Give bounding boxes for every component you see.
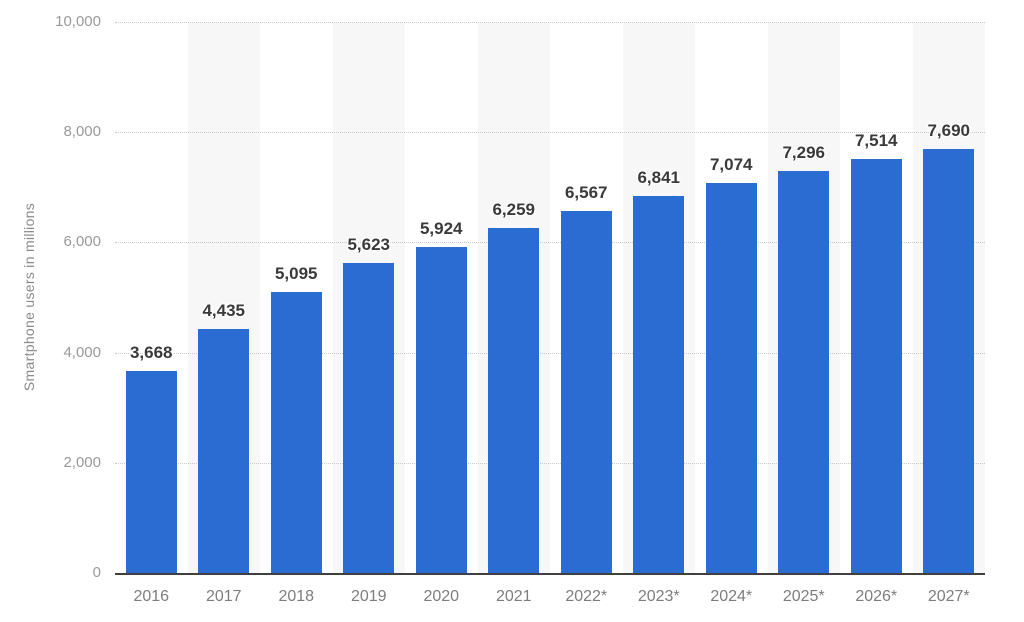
bar-2022* <box>560 211 612 573</box>
gridline <box>115 462 985 464</box>
x-tick-2017: 2017 <box>205 588 242 605</box>
gridline <box>115 22 985 23</box>
x-tick-2016: 2016 <box>133 588 170 605</box>
y-tick-4,000: 4,000 <box>63 343 101 361</box>
value-label-2024*: 7,074 <box>709 155 753 175</box>
x-tick-2021: 2021 <box>495 588 532 605</box>
value-label-2021: 6,259 <box>492 200 536 220</box>
value-label-2026*: 7,514 <box>854 130 898 150</box>
bar-2025* <box>778 171 830 573</box>
value-label-2018: 5,095 <box>274 264 318 284</box>
x-tick-2019: 2019 <box>350 588 387 605</box>
bar-2016 <box>125 370 177 573</box>
x-tick-2023*: 2023* <box>637 588 680 605</box>
value-label-2019: 5,623 <box>347 235 391 255</box>
bar-2024* <box>705 183 757 573</box>
value-label-2023*: 6,841 <box>637 168 681 188</box>
value-label-2017: 4,435 <box>202 300 246 320</box>
x-tick-2020: 2020 <box>423 588 460 605</box>
gridline <box>115 352 985 354</box>
bar-2020 <box>415 246 467 573</box>
value-label-2025*: 7,296 <box>782 142 826 162</box>
bar-2017 <box>198 328 250 573</box>
value-label-2027*: 7,690 <box>927 121 971 141</box>
bar-2019 <box>343 263 395 573</box>
x-tick-2024*: 2024* <box>710 588 753 605</box>
bar-2018 <box>270 292 322 573</box>
bar-2026* <box>850 158 902 573</box>
x-tick-2018: 2018 <box>278 588 315 605</box>
x-tick-2027*: 2027* <box>927 588 970 605</box>
value-label-2016: 3,668 <box>129 342 173 362</box>
y-tick-8,000: 8,000 <box>63 123 101 141</box>
x-tick-2025*: 2025* <box>782 588 825 605</box>
bar-2027* <box>923 149 975 573</box>
y-tick-6,000: 6,000 <box>63 233 101 251</box>
x-tick-2026*: 2026* <box>855 588 898 605</box>
y-axis-title: Smartphone users in millions <box>21 202 37 392</box>
x-tick-2022*: 2022* <box>565 588 608 605</box>
gridline <box>115 132 985 134</box>
value-label-2022*: 6,567 <box>564 183 608 203</box>
value-label-2020: 5,924 <box>419 218 463 238</box>
y-tick-0: 0 <box>92 564 101 581</box>
y-tick-2,000: 2,000 <box>63 453 101 471</box>
y-tick-10,000: 10,000 <box>55 13 101 30</box>
gridline <box>115 242 985 244</box>
plot-area: 3,668 4,435 5,095 5,623 5,924 6,259 6,567 6,841… <box>115 22 985 575</box>
bar-2023* <box>633 196 685 573</box>
bar-2021 <box>488 228 540 573</box>
